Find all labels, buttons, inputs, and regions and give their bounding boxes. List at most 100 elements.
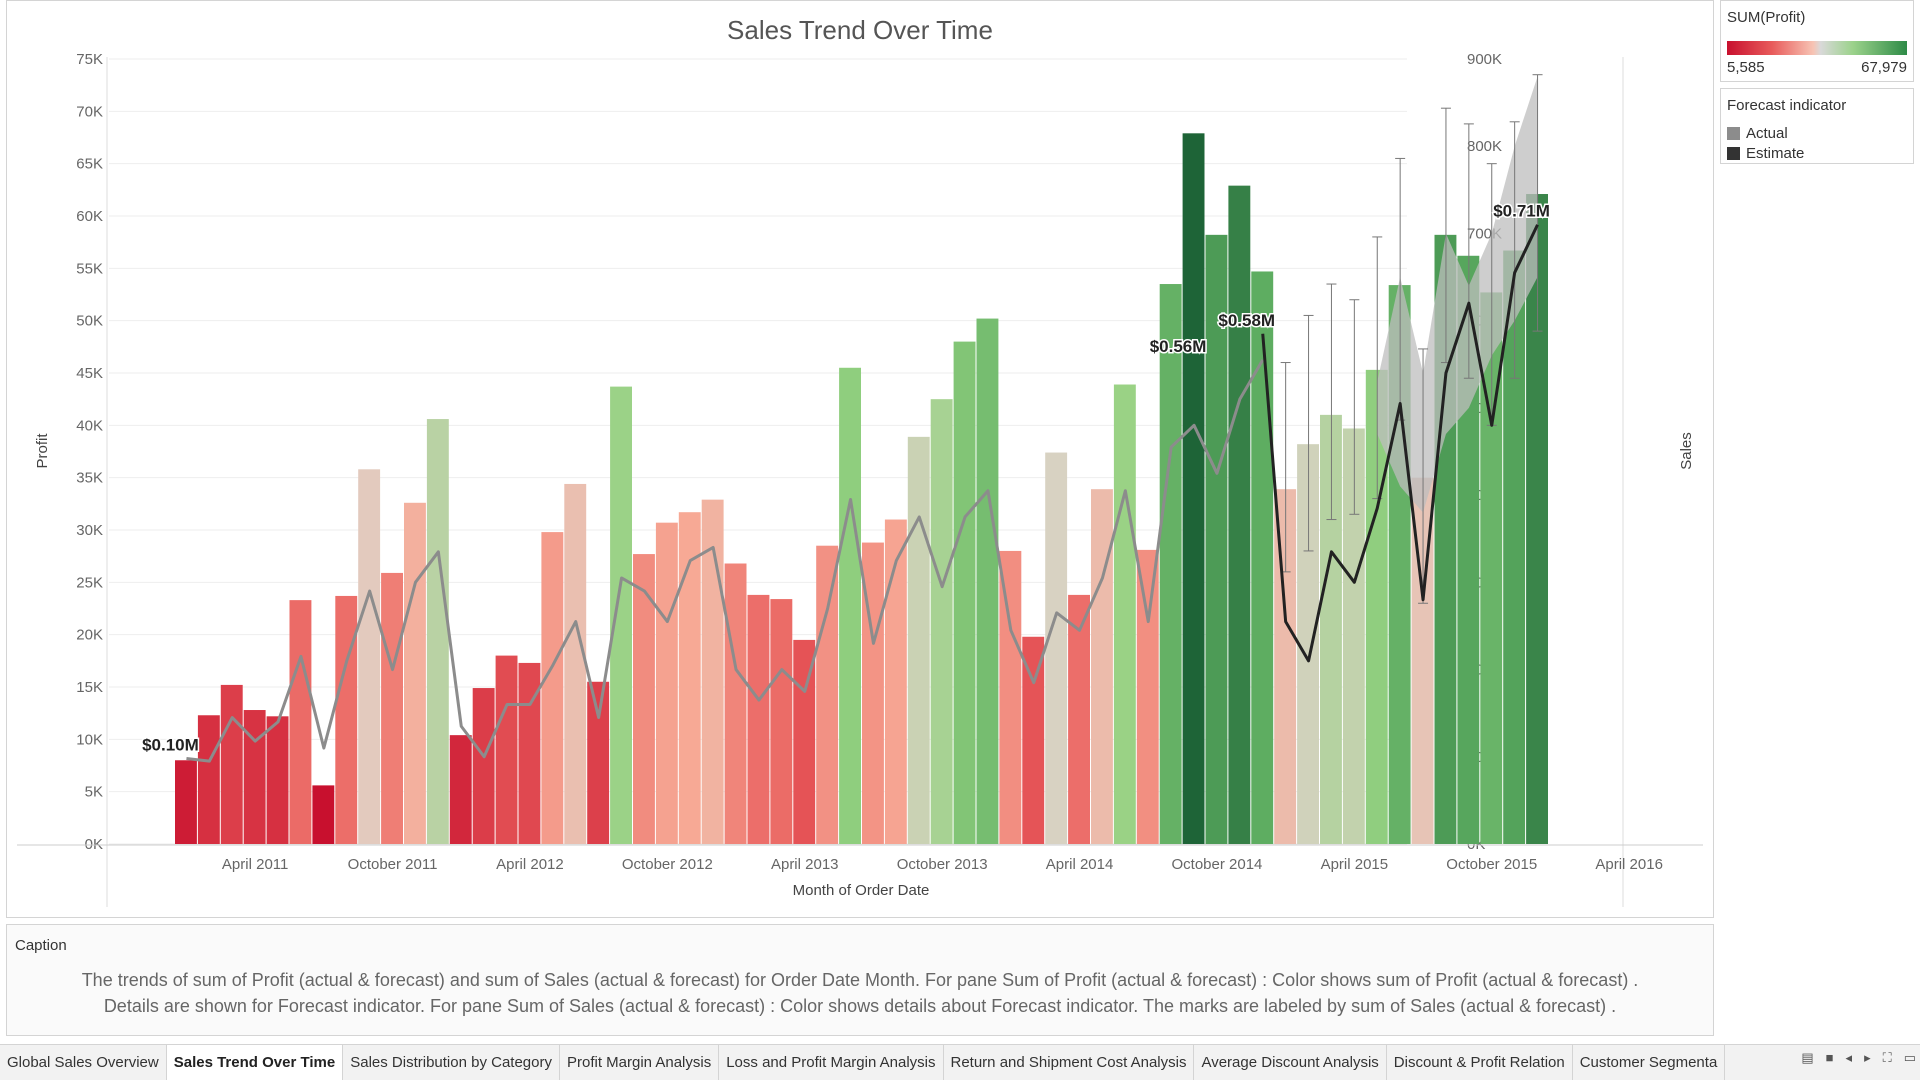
tab-customer-segmenta[interactable]: Customer Segmenta: [1573, 1045, 1726, 1080]
profit-bar: [1411, 477, 1434, 844]
profit-bar: [358, 469, 381, 844]
show-sheets-icon[interactable]: ▤: [1801, 1050, 1814, 1065]
profit-bar: [1526, 194, 1548, 844]
y-tick-label: 10K: [76, 731, 103, 748]
x-tick-label: April 2014: [1046, 856, 1114, 873]
sales-forecast-band: [1377, 76, 1538, 513]
profit-bar: [839, 367, 861, 844]
profit-legend-title: SUM(Profit): [1727, 9, 1806, 26]
x-tick-label: October 2014: [1171, 856, 1262, 873]
profit-bar: [1091, 489, 1113, 844]
chart-title: Sales Trend Over Time: [727, 15, 993, 45]
tab-sales-distribution-by-category[interactable]: Sales Distribution by Category: [343, 1045, 560, 1080]
profit-legend-min: 5,585: [1727, 59, 1765, 76]
profit-bar: [1205, 234, 1228, 845]
presentation-icon[interactable]: ▭: [1903, 1050, 1916, 1065]
y-tick-label: 60K: [76, 208, 103, 225]
profit-bar: [335, 595, 358, 844]
x-tick-label: April 2012: [496, 856, 564, 873]
profit-bar: [1480, 292, 1503, 844]
legend-item-estimate[interactable]: Estimate: [1727, 145, 1804, 162]
profit-bar: [449, 735, 472, 844]
caption-line-1: The trends of sum of Profit (actual & fo…: [81, 970, 1639, 990]
y-tick-label: 35K: [76, 470, 103, 487]
profit-bar: [426, 419, 449, 844]
profit-bar: [884, 519, 907, 844]
profit-bar: [381, 572, 403, 844]
profit-bar: [1320, 414, 1342, 844]
profit-bar: [243, 710, 266, 844]
tab-navigation-controls: ▤ ■ ◂ ▸ ⛶ ▭: [1795, 1050, 1916, 1066]
x-tick-label: October 2012: [622, 856, 713, 873]
forecast-legend[interactable]: Forecast indicator Actual Estimate: [1720, 88, 1914, 164]
profit-color-legend[interactable]: SUM(Profit) 5,585 67,979: [1720, 0, 1914, 82]
profit-bar: [1182, 133, 1205, 844]
tab-global-sales-overview[interactable]: Global Sales Overview: [0, 1045, 167, 1080]
profit-bar: [953, 341, 976, 844]
profit-bar: [541, 532, 564, 844]
profit-bar: [678, 512, 701, 844]
profit-bar: [1045, 452, 1068, 844]
profit-bar: [793, 639, 816, 844]
profit-bar: [1113, 384, 1136, 844]
tab-average-discount-analysis[interactable]: Average Discount Analysis: [1194, 1045, 1387, 1080]
sales-line-estimate: [1261, 224, 1539, 663]
caption-panel: Caption The trends of sum of Profit (act…: [6, 924, 1714, 1036]
tab-loss-and-profit-margin-analysis[interactable]: Loss and Profit Margin Analysis: [719, 1045, 944, 1080]
profit-bar: [701, 499, 724, 844]
caption-line-2: Details are shown for Forecast indicator…: [103, 996, 1617, 1016]
tab-sales-trend-over-time[interactable]: Sales Trend Over Time: [166, 1045, 344, 1080]
tab-discount-profit-relation[interactable]: Discount & Profit Relation: [1387, 1045, 1573, 1080]
legend-item-label: Estimate: [1746, 145, 1805, 162]
y-tick-label: 70K: [76, 103, 103, 120]
profit-bar: [312, 785, 335, 844]
y-tick-label: 65K: [76, 156, 103, 173]
chart-area[interactable]: 0K5K10K15K20K25K30K35K40K45K50K55K60K65K…: [7, 1, 1713, 917]
profit-bar: [1228, 185, 1251, 844]
profit-bar: [495, 655, 518, 844]
profit-bar: [655, 522, 678, 844]
estimate-swatch: [1727, 147, 1740, 160]
profit-bar: [1136, 549, 1159, 844]
y2-axis-title: Sales: [1678, 432, 1695, 470]
caption-text: The trends of sum of Profit (actual & fo…: [27, 967, 1693, 1019]
profit-bar: [999, 550, 1022, 844]
profit-bar: [518, 662, 541, 844]
profit-bar: [266, 716, 289, 844]
x-tick-label: April 2015: [1321, 856, 1389, 873]
profit-bar: [930, 399, 953, 844]
x-tick-label: April 2013: [771, 856, 839, 873]
profit-bar: [197, 715, 220, 844]
prev-tab-icon[interactable]: ◂: [1845, 1050, 1853, 1065]
x-tick-label: October 2015: [1446, 856, 1537, 873]
profit-legend-max: 67,979: [1861, 59, 1907, 76]
sales-data-label: $0.10M: [142, 736, 199, 755]
filmstrip-icon[interactable]: ■: [1825, 1050, 1834, 1065]
profit-bar: [724, 563, 747, 844]
forecast-legend-title: Forecast indicator: [1727, 97, 1847, 114]
profit-bar: [404, 502, 426, 844]
tab-return-and-shipment-cost-analysis[interactable]: Return and Shipment Cost Analysis: [944, 1045, 1195, 1080]
y-tick-label: 20K: [76, 627, 103, 644]
profit-bar: [1251, 271, 1274, 844]
profit-bar: [862, 542, 884, 844]
legend-item-actual[interactable]: Actual: [1727, 125, 1788, 142]
sales-data-label: $0.71M: [1493, 202, 1550, 221]
next-tab-icon[interactable]: ▸: [1864, 1050, 1871, 1065]
y2-tick-label: 900K: [1467, 51, 1502, 68]
x-tick-label: April 2016: [1595, 856, 1663, 873]
fullscreen-icon[interactable]: ⛶: [1882, 1050, 1892, 1065]
profit-bar: [220, 684, 243, 844]
profit-bar: [1274, 489, 1297, 844]
y-tick-label: 45K: [76, 365, 103, 382]
profit-bar: [1159, 284, 1182, 844]
y-tick-label: 40K: [76, 417, 103, 434]
y-tick-label: 75K: [76, 51, 103, 68]
y-tick-label: 15K: [76, 679, 103, 696]
profit-bar: [747, 594, 770, 844]
sales-data-label: $0.58M: [1218, 311, 1275, 330]
tab-profit-margin-analysis[interactable]: Profit Margin Analysis: [560, 1045, 720, 1080]
profit-bar: [564, 483, 587, 844]
profit-bar: [1297, 444, 1319, 844]
legend-item-label: Actual: [1746, 125, 1788, 142]
